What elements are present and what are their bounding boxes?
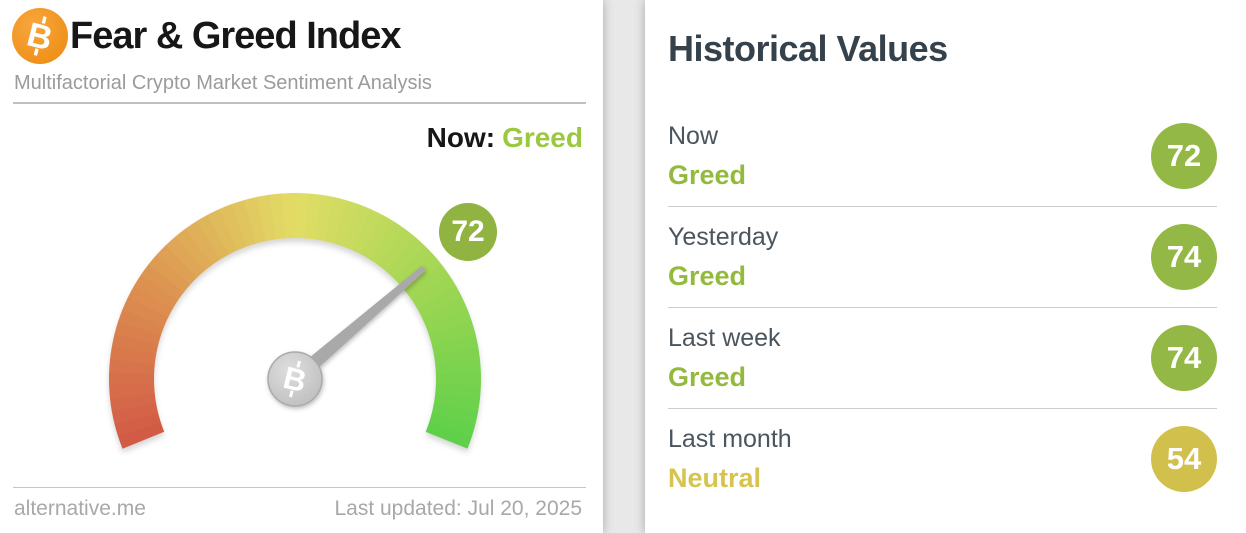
page-title: Fear & Greed Index — [70, 15, 401, 57]
table-row: Now Greed 72 — [668, 106, 1217, 207]
row-label: Last week — [668, 323, 781, 352]
value-badge: 74 — [1151, 224, 1217, 290]
fear-greed-card: B Fear & Greed Index Multifactorial Cryp… — [0, 0, 603, 533]
last-updated: Last updated: Jul 20, 2025 — [334, 497, 582, 520]
table-row: Last week Greed 74 — [668, 308, 1217, 409]
historical-values-list: Now Greed 72 Yesterday Greed 74 Last wee… — [668, 106, 1217, 509]
gauge-needle: B — [267, 265, 426, 407]
row-label: Yesterday — [668, 222, 779, 251]
row-status: Greed — [668, 159, 747, 190]
value-badge: 54 — [1151, 426, 1217, 492]
historical-values-card: Historical Values Now Greed 72 Yesterday… — [645, 0, 1246, 533]
row-label: Now — [668, 121, 719, 150]
bitcoin-icon: B — [12, 8, 68, 64]
row-status: Neutral — [668, 462, 762, 493]
row-status: Greed — [668, 361, 747, 392]
page-subtitle: Multifactorial Crypto Market Sentiment A… — [14, 72, 432, 94]
row-label: Last month — [668, 424, 792, 453]
source-link[interactable]: alternative.me — [14, 497, 146, 520]
gauge-arc — [109, 193, 481, 449]
value-badge: 74 — [1151, 325, 1217, 391]
value-badge: 72 — [1151, 123, 1217, 189]
table-row: Last month Neutral 54 — [668, 409, 1217, 509]
now-label: Now: — [426, 122, 496, 153]
current-sentiment: Now: Greed — [427, 122, 583, 154]
table-row: Yesterday Greed 74 — [668, 207, 1217, 308]
header-divider — [13, 102, 586, 104]
gauge-value-badge: 72 — [439, 203, 497, 261]
gauge-chart: B — [109, 193, 481, 449]
footer-divider — [13, 487, 586, 488]
row-status: Greed — [668, 260, 747, 291]
now-status: Greed — [502, 122, 583, 153]
historical-values-title: Historical Values — [668, 28, 948, 69]
